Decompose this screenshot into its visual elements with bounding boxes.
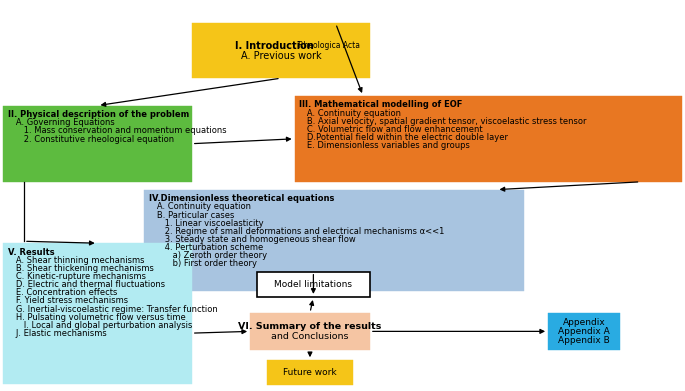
Text: Model limitations: Model limitations xyxy=(275,280,352,289)
Text: I. Local and global perturbation analysis: I. Local and global perturbation analysi… xyxy=(8,321,192,330)
Text: 2. Regime of small deformations and electrical mechanisms α<<1: 2. Regime of small deformations and elec… xyxy=(149,227,444,236)
Text: II. Physical description of the problem: II. Physical description of the problem xyxy=(8,110,190,119)
Text: Future work: Future work xyxy=(283,368,337,377)
FancyBboxPatch shape xyxy=(144,190,524,291)
Text: B. Shear thickening mechanisms: B. Shear thickening mechanisms xyxy=(8,264,154,273)
FancyBboxPatch shape xyxy=(257,272,370,297)
FancyBboxPatch shape xyxy=(3,106,192,182)
Text: IV.Dimensionless theoretical equations: IV.Dimensionless theoretical equations xyxy=(149,194,334,203)
Text: E. Dimensionless variables and groups: E. Dimensionless variables and groups xyxy=(299,141,470,150)
Text: and Conclusions: and Conclusions xyxy=(271,332,349,341)
Text: D. Electric and thermal fluctuations: D. Electric and thermal fluctuations xyxy=(8,280,165,289)
Text: Appendix A: Appendix A xyxy=(558,327,610,336)
Text: E. Concentration effects: E. Concentration effects xyxy=(8,289,118,298)
Text: III. Mathematical modelling of EOF: III. Mathematical modelling of EOF xyxy=(299,100,463,109)
Text: Rheologica Acta: Rheologica Acta xyxy=(291,41,360,50)
Text: G. Inertial-viscoelastic regime: Transfer function: G. Inertial-viscoelastic regime: Transfe… xyxy=(8,305,218,314)
FancyBboxPatch shape xyxy=(250,313,370,350)
Text: B. Axial velocity, spatial gradient tensor, viscoelastic stress tensor: B. Axial velocity, spatial gradient tens… xyxy=(299,117,587,126)
FancyBboxPatch shape xyxy=(295,96,682,182)
Text: 4. Perturbation scheme: 4. Perturbation scheme xyxy=(149,243,263,252)
Text: C. Kinetic-rupture mechanisms: C. Kinetic-rupture mechanisms xyxy=(8,272,146,281)
FancyBboxPatch shape xyxy=(3,243,192,384)
Text: A. Continuity equation: A. Continuity equation xyxy=(299,109,401,118)
Text: H. Pulsating volumetric flow versus time: H. Pulsating volumetric flow versus time xyxy=(8,313,186,322)
Text: 3. Steady state and homogeneous shear flow: 3. Steady state and homogeneous shear fl… xyxy=(149,235,356,244)
FancyBboxPatch shape xyxy=(192,23,370,78)
Text: Appendix B: Appendix B xyxy=(558,336,610,345)
Text: V. Results: V. Results xyxy=(8,248,55,257)
Text: 1. Linear viscoelasticity: 1. Linear viscoelasticity xyxy=(149,219,263,228)
Text: A. Governing Equations: A. Governing Equations xyxy=(8,118,115,127)
Text: Appendix: Appendix xyxy=(562,318,606,327)
Text: A. Continuity equation: A. Continuity equation xyxy=(149,203,251,212)
Text: B. Particular cases: B. Particular cases xyxy=(149,210,234,219)
Text: 1. Mass conservation and momentum equations: 1. Mass conservation and momentum equati… xyxy=(8,126,227,135)
Text: A. Shear thinning mechanisms: A. Shear thinning mechanisms xyxy=(8,256,145,265)
Text: F. Yield stress mechanisms: F. Yield stress mechanisms xyxy=(8,296,128,305)
Text: 2. Constitutive rheological equation: 2. Constitutive rheological equation xyxy=(8,135,175,143)
FancyBboxPatch shape xyxy=(267,360,353,385)
Text: D.Potential field within the electric double layer: D.Potential field within the electric do… xyxy=(299,133,508,142)
Text: A. Previous work: A. Previous work xyxy=(240,51,321,61)
Text: b) First order theory: b) First order theory xyxy=(149,259,257,268)
Text: a) Zeroth order theory: a) Zeroth order theory xyxy=(149,251,266,260)
Text: I. Introduction: I. Introduction xyxy=(235,41,313,51)
FancyBboxPatch shape xyxy=(548,313,620,350)
Text: J. Elastic mechanisms: J. Elastic mechanisms xyxy=(8,329,107,338)
Text: VI. Summary of the results: VI. Summary of the results xyxy=(238,322,382,331)
Text: C. Volumetric flow and flow enhancement: C. Volumetric flow and flow enhancement xyxy=(299,125,483,134)
